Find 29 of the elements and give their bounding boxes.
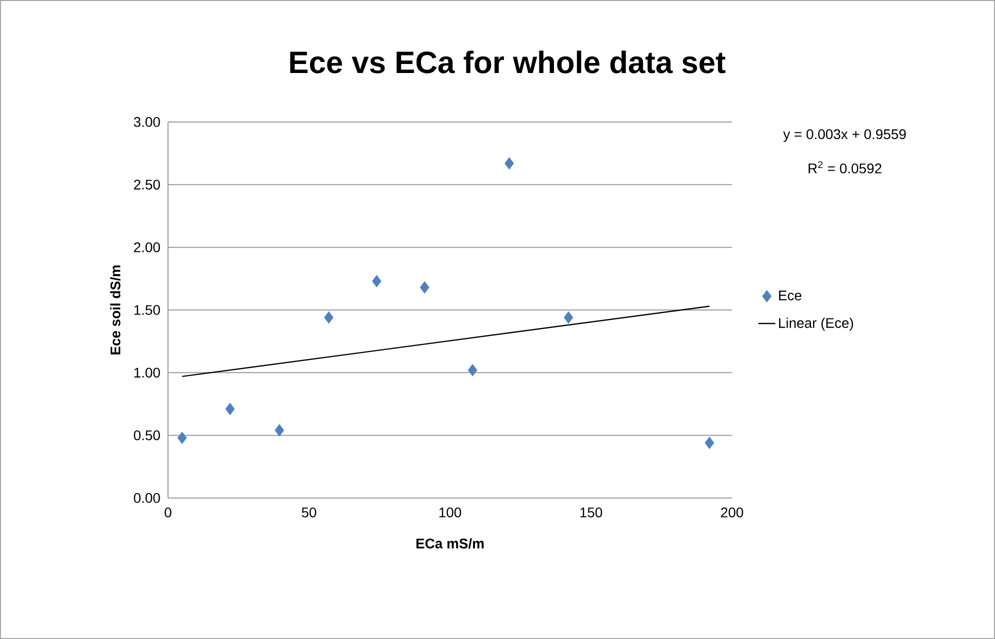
y-tick-label: 2.00 — [134, 242, 160, 252]
x-tick-label: 150 — [580, 507, 602, 518]
x-axis-title: ECa mS/m — [416, 538, 484, 549]
y-tick-label: 0.50 — [134, 430, 160, 440]
x-tick-label: 0 — [164, 507, 172, 518]
y-tick-label: 1.00 — [134, 368, 160, 378]
point — [704, 436, 714, 450]
y-tick-label: 2.50 — [134, 180, 160, 190]
chart-title: Ece vs ECa for whole data set — [290, 50, 726, 74]
y-tick-label: 3.00 — [134, 117, 160, 127]
x-tick-label: 200 — [721, 507, 744, 518]
point — [274, 424, 284, 437]
text: R$^{2}$ = 0.0592 — [808, 161, 882, 174]
point — [372, 274, 382, 288]
point — [225, 402, 235, 416]
y-tick-label: 1.50 — [134, 305, 160, 315]
legend-label: Ece — [779, 290, 802, 300]
y-axis-title: Ece soil dS/m — [110, 265, 121, 354]
point — [504, 157, 514, 170]
point — [468, 364, 478, 376]
text: y = 0.003x + 0.9559 — [783, 129, 906, 142]
legend-label: Linear (Ece) — [779, 318, 854, 331]
x-tick-label: 100 — [439, 507, 462, 518]
point — [177, 432, 187, 444]
y-tick-label: 0.00 — [134, 493, 160, 503]
point — [564, 311, 574, 324]
point — [324, 311, 334, 324]
point — [420, 281, 430, 294]
x-tick-label: 50 — [302, 507, 316, 518]
